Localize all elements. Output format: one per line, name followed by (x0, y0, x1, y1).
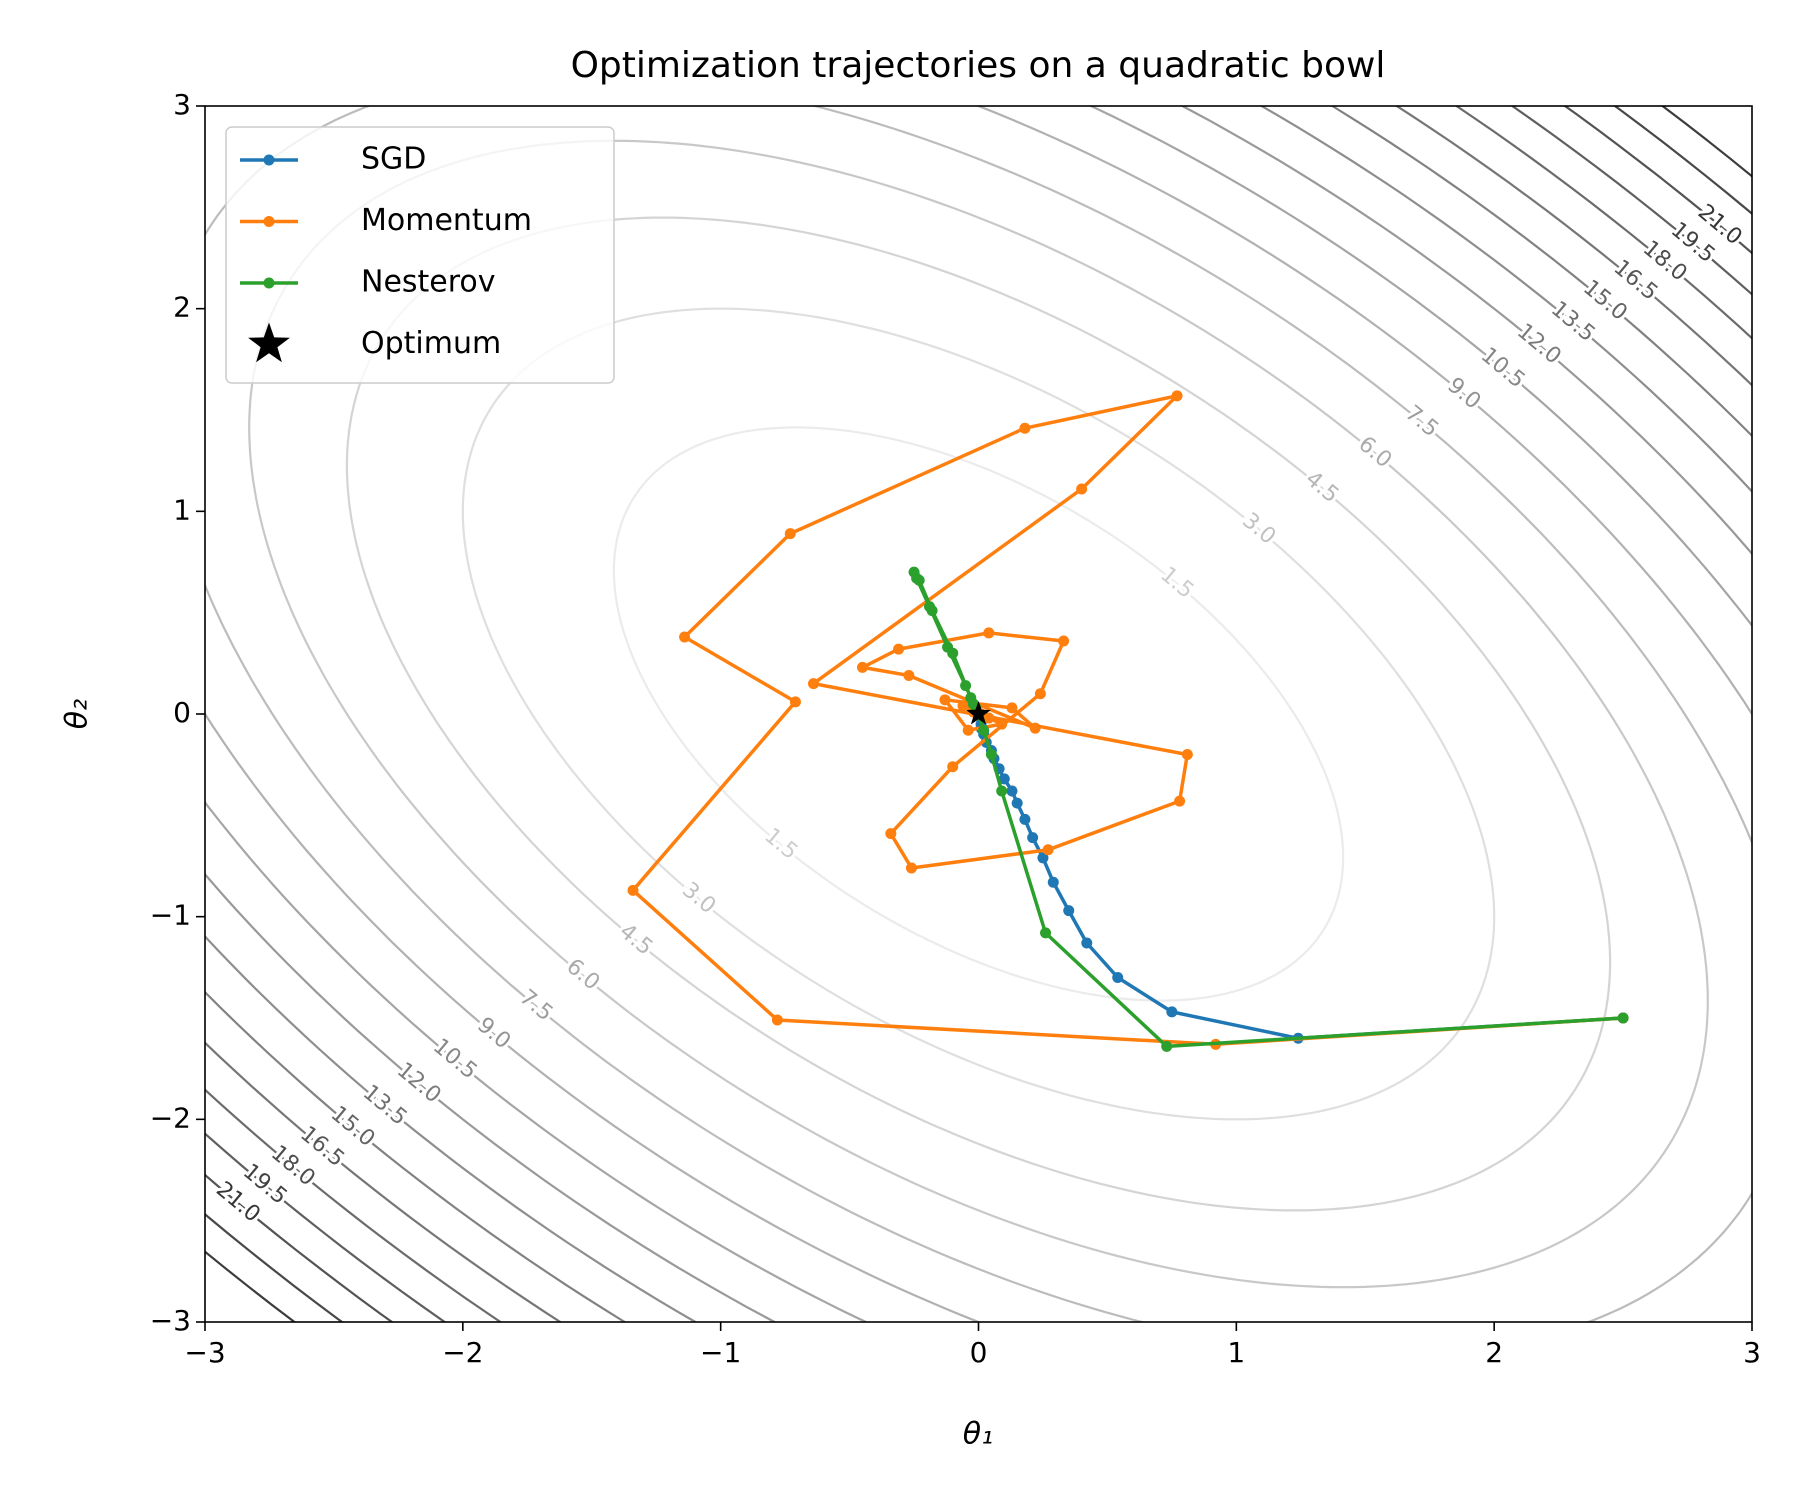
trajectory-point (784, 528, 796, 540)
trajectory-point (885, 828, 897, 840)
trajectory-point (957, 700, 969, 712)
trajectory-point (967, 698, 979, 710)
x-tick-label: 3 (1743, 1336, 1761, 1369)
trajectory-point (1171, 390, 1183, 402)
y-tick-label: 1 (173, 493, 191, 526)
legend-label: Nesterov (361, 265, 496, 300)
x-axis-label: θ₁ (963, 1417, 993, 1452)
trajectory-point (1006, 702, 1018, 714)
trajectory-point (1161, 1040, 1173, 1052)
trajectory-point (978, 724, 990, 736)
x-tick-label: −3 (184, 1336, 225, 1369)
trajectory-point (911, 572, 923, 584)
trajectory-point (1006, 785, 1018, 797)
trajectory-point (789, 696, 801, 708)
trajectory-point (960, 680, 972, 692)
contour-line (205, 106, 1752, 1322)
trajectory-point (1617, 1012, 1629, 1024)
x-tick-label: −2 (442, 1336, 483, 1369)
trajectory-point (1042, 844, 1054, 856)
optimum-marker (966, 701, 991, 725)
trajectory-point (924, 601, 936, 613)
trajectory-point (985, 749, 997, 761)
contour-line (345, 216, 1612, 1212)
trajectory-point (998, 773, 1010, 785)
trajectory-point (1034, 688, 1046, 700)
trajectory-point (942, 641, 954, 653)
trajectory-point (627, 884, 639, 896)
trajectory-point (903, 669, 915, 681)
trajectory-point (771, 1014, 783, 1026)
legend: SGD Momentum Nesterov Optimum (225, 126, 615, 384)
x-tick-label: 2 (1485, 1336, 1503, 1369)
trajectory-point (1019, 422, 1031, 434)
trajectory-layer (627, 390, 1629, 1052)
legend-box (225, 126, 615, 384)
y-axis-label: θ₂ (60, 699, 95, 729)
trajectory-point (983, 627, 995, 639)
trajectory-point (1019, 813, 1031, 825)
trajectory-point (807, 678, 819, 690)
trajectory-line (631, 394, 1624, 1047)
trajectory-point (996, 785, 1008, 797)
legend-marker (248, 322, 290, 363)
trajectory-point (1063, 905, 1075, 917)
trajectory-point (1011, 797, 1023, 809)
chart-title: Optimization trajectories on a quadratic… (571, 45, 1386, 86)
contour-line (205, 106, 1752, 1322)
trajectory-point (996, 718, 1008, 730)
contour-line (461, 307, 1496, 1121)
legend-label: Optimum (361, 326, 501, 361)
trajectory-point (1112, 971, 1124, 983)
trajectory-point (679, 631, 691, 643)
x-tick-label: 0 (970, 1336, 988, 1369)
trajectory-point (1029, 722, 1041, 734)
trajectory-point (1027, 832, 1039, 844)
trajectory-point (1174, 795, 1186, 807)
contour-line (612, 426, 1345, 1002)
trajectory-point (1166, 1006, 1178, 1018)
trajectory-point (962, 724, 974, 736)
legend-marker (263, 277, 275, 289)
trajectory-point (1081, 937, 1093, 949)
y-tick-label: 2 (173, 291, 191, 324)
trajectory-point (947, 761, 959, 773)
trajectory-point (1047, 876, 1059, 888)
y-tick-label: 3 (173, 88, 191, 121)
trajectory-point (1058, 635, 1070, 647)
trajectory-point (1181, 749, 1193, 761)
trajectory-point (893, 643, 905, 655)
trajectory-point (905, 862, 917, 874)
trajectory-point (939, 694, 951, 706)
legend-marker (263, 154, 275, 166)
legend-label: SGD (361, 142, 426, 177)
legend-marker (263, 216, 275, 227)
trajectory-point (1076, 483, 1088, 495)
y-tick-label: −1 (150, 899, 191, 932)
x-tick-label: 1 (1227, 1336, 1245, 1369)
y-tick-label: −3 (150, 1304, 191, 1337)
y-tick-label: 0 (173, 696, 191, 729)
trajectory-point (856, 661, 868, 673)
x-tick-label: −1 (700, 1336, 741, 1369)
legend-label: Momentum (361, 203, 532, 238)
contour-line (205, 106, 1752, 1322)
y-tick-label: −2 (150, 1101, 191, 1134)
trajectory-point (1040, 927, 1052, 939)
trajectory-point (1037, 852, 1049, 864)
